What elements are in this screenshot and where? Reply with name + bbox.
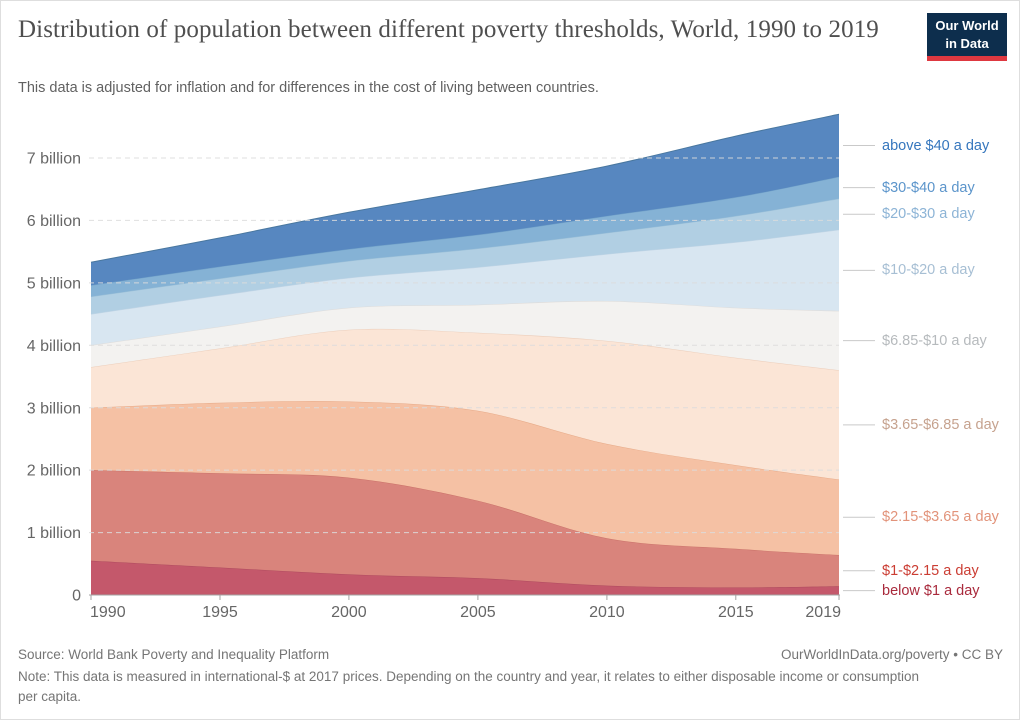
y-tick-label: 1 billion [27, 525, 81, 542]
y-tick-label: 5 billion [27, 276, 81, 293]
area-band-2.15-3.65[interactable] [91, 400, 839, 555]
series-label-6.85-10[interactable]: $6.85-$10 a day [882, 332, 987, 349]
x-tick-label: 2010 [589, 604, 625, 621]
y-tick-label: 7 billion [27, 151, 81, 168]
y-tick-label: 3 billion [27, 400, 81, 417]
y-tick-label: 4 billion [27, 338, 81, 355]
area-band-10-20[interactable] [91, 229, 839, 346]
y-tick-label: 6 billion [27, 213, 81, 230]
x-tick-label: 2005 [460, 604, 496, 621]
series-label-above-40[interactable]: above $40 a day [882, 137, 990, 154]
chart-subtitle: This data is adjusted for inflation and … [18, 80, 599, 96]
series-label-below-1[interactable]: below $1 a day [882, 582, 980, 599]
owid-logo-line2: in Data [945, 36, 989, 52]
owid-logo-line1: Our World [935, 18, 999, 33]
y-tick-label: 2 billion [27, 463, 81, 480]
owid-logo-accent-bar [927, 56, 1007, 61]
attribution-link[interactable]: OurWorldInData.org/poverty • CC BY [780, 647, 1003, 662]
chart-title: Distribution of population between diffe… [18, 16, 879, 43]
area-band-edge-above-40 [90, 113, 840, 263]
y-tick-label: 0 [72, 588, 81, 605]
x-tick-label: 1995 [202, 604, 238, 621]
x-tick-label: 1990 [90, 604, 126, 621]
series-label-20-30[interactable]: $20-$30 a day [882, 206, 975, 223]
series-label-30-40[interactable]: $30-$40 a day [882, 179, 975, 196]
x-tick-label: 2015 [718, 604, 754, 621]
series-label-3.65-6.85[interactable]: $3.65-$6.85 a day [882, 416, 999, 433]
x-tick-label: 2000 [331, 604, 367, 621]
x-tick-label: 2019 [805, 604, 841, 621]
area-band-above-40[interactable] [91, 114, 839, 286]
area-band-3.65-6.85[interactable] [91, 328, 839, 480]
owid-logo: Our World in Data [927, 13, 1007, 61]
series-label-1-2.15[interactable]: $1-$2.15 a day [882, 562, 979, 579]
source-text: Source: World Bank Poverty and Inequalit… [18, 647, 330, 662]
note-text: Note: This data is measured in internati… [18, 669, 920, 705]
series-label-2.15-3.65[interactable]: $2.15-$3.65 a day [882, 509, 999, 526]
area-band-6.85-10[interactable] [91, 300, 839, 371]
area-band-1-2.15[interactable] [91, 470, 839, 588]
series-label-10-20[interactable]: $10-$20 a day [882, 262, 975, 279]
